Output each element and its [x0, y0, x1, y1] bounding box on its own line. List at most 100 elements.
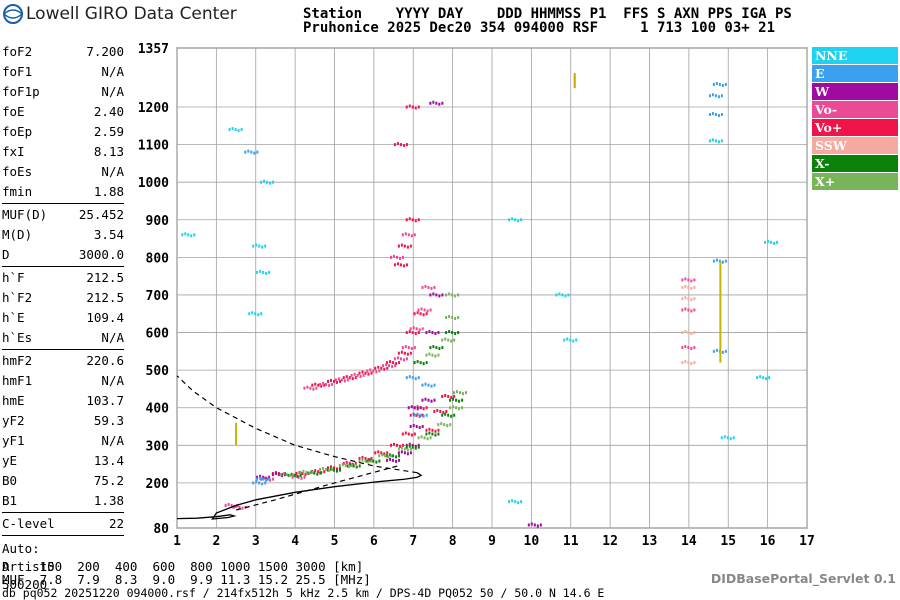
echo-point	[417, 443, 420, 447]
echo-point	[425, 413, 428, 417]
echo-point	[406, 452, 409, 456]
echo-point	[322, 466, 325, 470]
echo-point	[300, 476, 303, 480]
echo-point	[389, 457, 392, 461]
echo-point	[422, 313, 425, 317]
topside-dashed-line	[176, 375, 418, 474]
echo-point	[339, 468, 341, 472]
param-label: h`E	[2, 310, 25, 325]
echo-point	[451, 293, 454, 297]
echo-point	[408, 444, 411, 448]
echo-point	[441, 394, 444, 398]
echo-point	[732, 436, 735, 440]
echo-point	[421, 285, 424, 289]
echo-point	[399, 143, 402, 147]
echo-point	[447, 394, 450, 398]
echo-point	[431, 353, 434, 357]
echo-point	[449, 423, 452, 427]
echo-point	[429, 436, 432, 440]
param-value: 59.3	[93, 413, 124, 428]
echo-point	[681, 278, 684, 282]
echo-point	[306, 385, 309, 389]
echo-point	[405, 105, 408, 109]
param-row: foF1p N/A	[2, 82, 124, 102]
param-row: B1 1.38	[2, 491, 124, 511]
param-label: yF1	[2, 433, 25, 448]
echo-point	[441, 346, 444, 350]
param-value: 3000.0	[78, 247, 124, 262]
echo-point	[451, 331, 454, 335]
echo-point	[393, 263, 396, 267]
echo-point	[454, 317, 457, 321]
autoscaling-line: 500200	[2, 577, 48, 592]
echo-point	[715, 258, 718, 262]
echo-point	[411, 376, 414, 380]
echo-point	[378, 454, 381, 458]
echo-point	[530, 522, 533, 526]
echo-point	[341, 463, 344, 467]
echo-point	[184, 232, 187, 236]
echo-point	[762, 376, 765, 380]
param-label: yE	[2, 453, 18, 468]
echo-point	[717, 95, 720, 99]
echo-point	[444, 337, 447, 341]
x-tick-label: 17	[799, 534, 815, 549]
echo-point	[343, 379, 346, 383]
param-row: C-level 22	[2, 514, 124, 534]
echo-point	[454, 294, 457, 298]
echo-point	[420, 435, 423, 439]
echo-point	[520, 218, 523, 222]
echo-point	[455, 398, 458, 402]
param-row: yF1 N/A	[2, 431, 124, 451]
param-row: foF2 7.200	[2, 42, 124, 62]
echo-point	[350, 464, 353, 468]
echo-point	[244, 150, 247, 154]
echo-point	[325, 382, 328, 386]
y-tick-label: 700	[146, 289, 170, 304]
param-row: h`Es N/A	[2, 328, 124, 348]
param-label: foF2	[2, 44, 33, 59]
param-value: N/A	[101, 84, 124, 99]
echo-point	[405, 445, 408, 449]
grid-lines	[176, 47, 808, 529]
echo-point	[381, 453, 384, 457]
echo-point	[417, 436, 420, 440]
echo-point	[390, 255, 392, 259]
echo-point	[358, 464, 361, 468]
echo-point	[310, 470, 313, 474]
echo-point	[449, 398, 452, 402]
echo-point	[729, 437, 732, 441]
echo-point	[403, 451, 406, 455]
echo-point	[358, 371, 361, 375]
echo-point	[380, 366, 383, 370]
echo-point	[361, 370, 364, 374]
echo-point	[773, 241, 776, 245]
echo-point	[364, 371, 367, 375]
echo-point	[558, 292, 561, 296]
echo-point	[424, 382, 427, 386]
param-separator	[2, 512, 124, 513]
echo-point	[712, 82, 715, 86]
echo-point	[429, 346, 432, 350]
echo-point	[429, 293, 432, 297]
x-tick-label: 16	[760, 534, 776, 549]
echo-point	[414, 219, 417, 223]
echo-point	[328, 383, 331, 387]
echo-point	[408, 442, 411, 446]
echo-point	[714, 94, 717, 98]
echo-point	[366, 369, 369, 373]
echo-point	[323, 470, 326, 474]
echo-point	[228, 128, 231, 132]
echo-point	[405, 218, 408, 222]
echo-point	[361, 455, 364, 459]
echo-point	[690, 286, 693, 290]
echo-point	[391, 365, 394, 369]
echo-point	[339, 466, 341, 470]
echo-point	[263, 179, 266, 183]
echo-point	[411, 105, 414, 109]
echo-point	[336, 469, 338, 473]
x-tick-label: 6	[370, 534, 378, 549]
echo-point	[402, 443, 404, 447]
echo-point	[315, 386, 318, 390]
param-label: h`Es	[2, 330, 33, 345]
